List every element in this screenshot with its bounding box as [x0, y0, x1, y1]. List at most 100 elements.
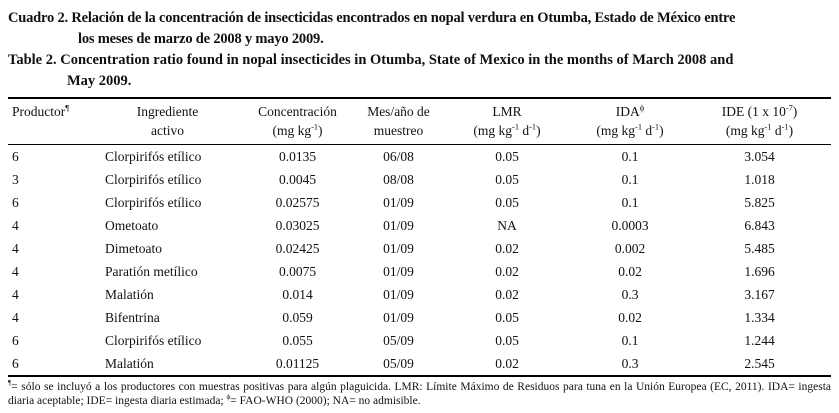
table-row: 4 Ometoato 0.03025 01/09 NA 0.0003 6.843 — [8, 214, 831, 237]
cell-mes-ano: 08/08 — [383, 171, 414, 187]
col-header-concentracion: Concentración (mg kg-1) — [240, 98, 355, 145]
cell-ida: 0.3 — [621, 286, 639, 302]
cell-ingrediente: Ometoato — [105, 217, 159, 233]
insecticide-concentration-table: Productor¶ Ingrediente activo Concentrac… — [8, 97, 831, 377]
cell-ingrediente: Clorpirifós etílico — [105, 332, 202, 348]
cell-productor: 4 — [12, 309, 19, 325]
cell-productor: 3 — [12, 171, 19, 187]
cell-mes-ano: 01/09 — [383, 194, 414, 210]
cell-concentracion: 0.03025 — [275, 217, 320, 233]
col-header-lmr: LMR (mg kg-1 d-1) — [442, 98, 572, 145]
table-row: 4 Malatión 0.014 01/09 0.02 0.3 3.167 — [8, 283, 831, 306]
cell-lmr: 0.02 — [495, 355, 519, 371]
caption-english-line2: May 2009. — [67, 73, 132, 89]
table-row: 4 Dimetoato 0.02425 01/09 0.02 0.002 5.4… — [8, 237, 831, 260]
table-header: Productor¶ Ingrediente activo Concentrac… — [8, 98, 831, 145]
cell-ida: 0.3 — [621, 355, 639, 371]
cell-productor: 4 — [12, 217, 19, 233]
cell-lmr: 0.05 — [495, 332, 519, 348]
table-row: 6 Clorpirifós etílico 0.055 05/09 0.05 0… — [8, 329, 831, 352]
cell-ida: 0.1 — [621, 171, 639, 187]
cell-ingrediente: Paratión metílico — [105, 263, 198, 279]
caption-spanish: Cuadro 2. Relación de la concentración d… — [8, 8, 833, 50]
cell-ide: 3.167 — [744, 286, 775, 302]
table-row: 6 Clorpirifós etílico 0.0135 06/08 0.05 … — [8, 145, 831, 169]
cell-concentracion: 0.055 — [282, 332, 313, 348]
cell-productor: 6 — [12, 148, 19, 164]
cell-mes-ano: 01/09 — [383, 240, 414, 256]
cell-ingrediente: Clorpirifós etílico — [105, 171, 202, 187]
cell-lmr: 0.05 — [495, 171, 519, 187]
col-header-mes-ano-muestreo: Mes/año de muestreo — [355, 98, 442, 145]
table-row: 6 Malatión 0.01125 05/09 0.02 0.3 2.545 — [8, 352, 831, 376]
cell-productor: 6 — [12, 355, 19, 371]
cell-lmr: 0.05 — [495, 148, 519, 164]
cell-ide: 1.244 — [744, 332, 775, 348]
caption-block: Cuadro 2. Relación de la concentración d… — [0, 0, 839, 92]
cell-ide: 1.334 — [744, 309, 775, 325]
cell-ingrediente: Malatión — [105, 286, 154, 302]
cell-concentracion: 0.0075 — [278, 263, 317, 279]
cell-ingrediente: Malatión — [105, 355, 154, 371]
caption-english: Table 2. Concentration ratio found in no… — [8, 50, 833, 92]
cell-mes-ano: 01/09 — [383, 263, 414, 279]
cell-mes-ano: 01/09 — [383, 286, 414, 302]
cell-ingrediente: Dimetoato — [105, 240, 162, 256]
table-footnote: ¶= sólo se incluyó a los productores con… — [8, 379, 831, 407]
cell-concentracion: 0.059 — [282, 309, 313, 325]
cell-lmr: 0.02 — [495, 263, 519, 279]
cell-ide: 2.545 — [744, 355, 775, 371]
caption-spanish-line2: los meses de marzo de 2008 y mayo 2009. — [78, 31, 324, 47]
cell-concentracion: 0.02425 — [275, 240, 320, 256]
cell-productor: 4 — [12, 286, 19, 302]
cell-ida: 0.1 — [621, 332, 639, 348]
col-header-ida: IDAϕ (mg kg-1 d-1) — [572, 98, 688, 145]
cell-ingrediente: Clorpirifós etílico — [105, 148, 202, 164]
cell-mes-ano: 05/09 — [383, 332, 414, 348]
cell-ide: 6.843 — [744, 217, 775, 233]
cell-lmr: 0.02 — [495, 286, 519, 302]
cell-productor: 4 — [12, 240, 19, 256]
cell-ide: 5.485 — [744, 240, 775, 256]
cell-concentracion: 0.01125 — [275, 355, 320, 371]
cell-lmr: 0.05 — [495, 309, 519, 325]
cell-ida: 0.02 — [618, 263, 642, 279]
cell-concentracion: 0.014 — [282, 286, 313, 302]
table-row: 6 Clorpirifós etílico 0.02575 01/09 0.05… — [8, 191, 831, 214]
cell-lmr: 0.05 — [495, 194, 519, 210]
col-header-ide: IDE (1 x 10-7) (mg kg-1 d-1) — [688, 98, 831, 145]
table-row: 4 Bifentrina 0.059 01/09 0.05 0.02 1.334 — [8, 306, 831, 329]
cell-ide: 3.054 — [744, 148, 775, 164]
cell-ide: 5.825 — [744, 194, 775, 210]
cell-mes-ano: 05/09 — [383, 355, 414, 371]
cell-ida: 0.02 — [618, 309, 642, 325]
caption-spanish-line1: Cuadro 2. Relación de la concentración d… — [8, 10, 736, 26]
cell-ingrediente: Bifentrina — [105, 309, 160, 325]
cell-lmr: NA — [497, 217, 517, 233]
cell-mes-ano: 06/08 — [383, 148, 414, 164]
table-body: 6 Clorpirifós etílico 0.0135 06/08 0.05 … — [8, 145, 831, 377]
caption-english-line1: Table 2. Concentration ratio found in no… — [8, 52, 734, 68]
cell-ide: 1.696 — [744, 263, 775, 279]
cell-lmr: 0.02 — [495, 240, 519, 256]
cell-ida: 0.0003 — [611, 217, 649, 233]
cell-concentracion: 0.02575 — [275, 194, 320, 210]
cell-productor: 4 — [12, 263, 19, 279]
cell-ingrediente: Clorpirifós etílico — [105, 194, 202, 210]
cell-ide: 1.018 — [744, 171, 775, 187]
cell-productor: 6 — [12, 194, 19, 210]
cell-mes-ano: 01/09 — [383, 309, 414, 325]
col-header-productor: Productor¶ — [8, 98, 95, 145]
cell-concentracion: 0.0045 — [278, 171, 317, 187]
col-header-ingrediente-activo: Ingrediente activo — [95, 98, 240, 145]
cell-ida: 0.002 — [614, 240, 646, 256]
cell-ida: 0.1 — [621, 194, 639, 210]
cell-mes-ano: 01/09 — [383, 217, 414, 233]
table-row: 4 Paratión metílico 0.0075 01/09 0.02 0.… — [8, 260, 831, 283]
header-row: Productor¶ Ingrediente activo Concentrac… — [8, 98, 831, 145]
cell-concentracion: 0.0135 — [278, 148, 317, 164]
cell-ida: 0.1 — [621, 148, 639, 164]
cell-productor: 6 — [12, 332, 19, 348]
table-row: 3 Clorpirifós etílico 0.0045 08/08 0.05 … — [8, 168, 831, 191]
